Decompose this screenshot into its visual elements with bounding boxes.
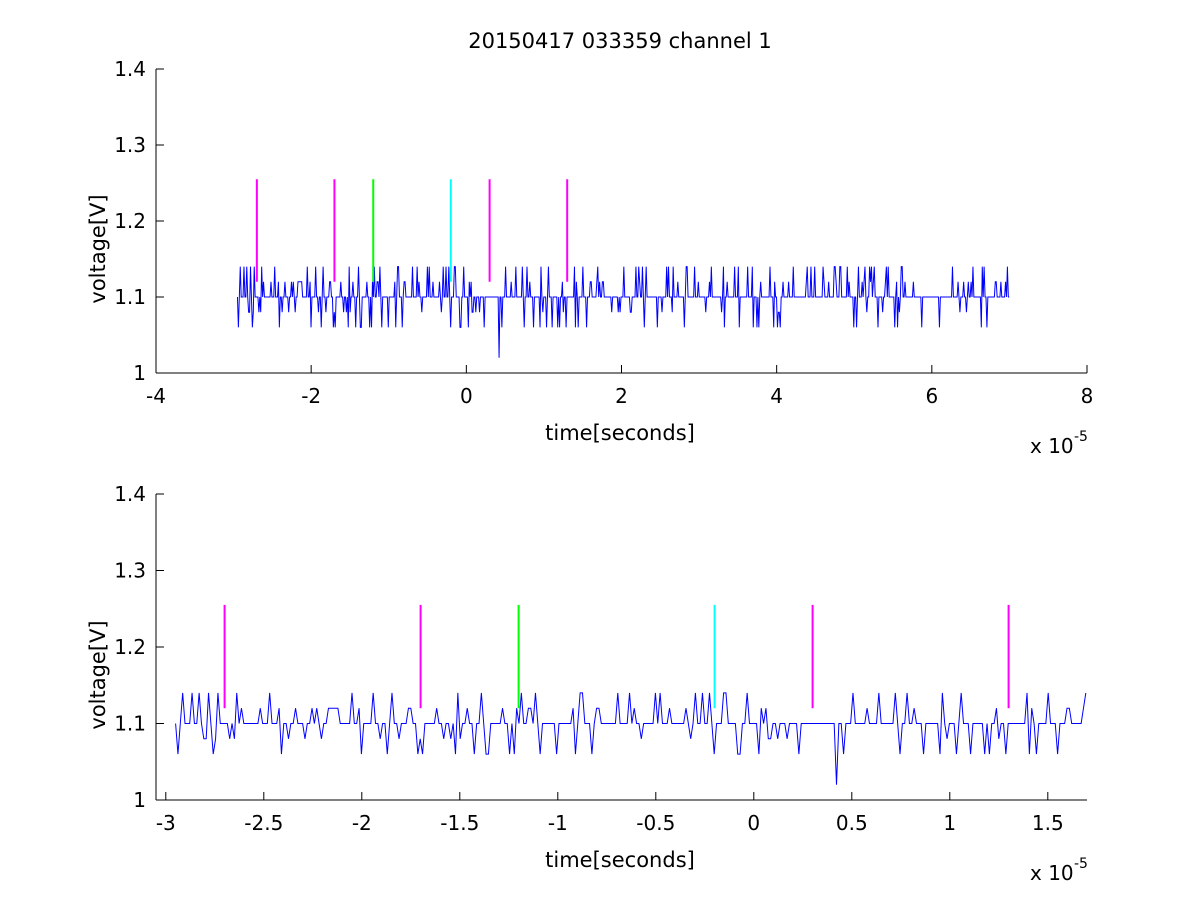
y-tick-label: 1.3 — [114, 133, 146, 157]
x-tick-label: -3 — [156, 811, 176, 835]
x-tick-label: 2 — [615, 384, 628, 408]
top-x-exponent-power: -5 — [1074, 429, 1088, 445]
top-x-axis-label: time[seconds] — [545, 421, 695, 445]
x-tick-label: -1.5 — [440, 811, 479, 835]
y-tick-label: 1.1 — [114, 712, 146, 736]
bottom-x-exponent-base: x 10 — [1030, 861, 1074, 885]
x-tick-label: -0.5 — [636, 811, 675, 835]
bottom-axes: -3 -2.5 -2 -1.5 -1 -0.5 0 0.5 1 1.5 1 1.1 1.2 1.3 1.4… — [86, 482, 1088, 885]
top-y-ticks: 1 1.1 1.2 1.3 1.4 — [114, 57, 164, 385]
bottom-y-axis-label: voltage[V] — [86, 620, 110, 729]
signal-trace — [236, 266, 1010, 358]
top-y-axis-label: voltage[V] — [86, 194, 110, 303]
x-tick-label: 1 — [943, 811, 956, 835]
y-tick-label: 1 — [133, 788, 146, 812]
y-tick-label: 1.2 — [114, 635, 146, 659]
x-tick-label: 4 — [770, 384, 783, 408]
x-tick-label: 0 — [460, 384, 473, 408]
bottom-x-ticks: -3 -2.5 -2 -1.5 -1 -0.5 0 0.5 1 1.5 — [156, 792, 1064, 835]
x-tick-label: 1.5 — [1032, 811, 1064, 835]
y-tick-label: 1.3 — [114, 559, 146, 583]
x-tick-label: 0.5 — [836, 811, 868, 835]
x-tick-label: 6 — [925, 384, 938, 408]
x-tick-label: 0 — [747, 811, 760, 835]
y-tick-label: 1.4 — [114, 57, 146, 81]
x-tick-label: 8 — [1081, 384, 1094, 408]
top-x-ticks: -4 -2 0 2 4 6 8 — [146, 365, 1093, 408]
x-tick-label: -1 — [548, 811, 568, 835]
chart-title: 20150417 033359 channel 1 — [468, 29, 772, 53]
y-tick-label: 1.1 — [114, 285, 146, 309]
x-tick-label: -2 — [301, 384, 321, 408]
x-tick-label: -4 — [146, 384, 166, 408]
bottom-y-ticks: 1 1.1 1.2 1.3 1.4 — [114, 482, 164, 812]
bottom-plot-area — [155, 494, 1087, 801]
bottom-x-axis-label: time[seconds] — [545, 848, 695, 872]
x-tick-label: -2.5 — [244, 811, 283, 835]
top-axes: -4 -2 0 2 4 6 8 1 1.1 1.2 1.3 1.4 time[seconds] vo… — [86, 57, 1093, 458]
bottom-x-exponent-power: -5 — [1074, 856, 1088, 872]
x-tick-label: -2 — [352, 811, 372, 835]
y-tick-label: 1 — [133, 361, 146, 385]
y-tick-label: 1.4 — [114, 482, 146, 506]
top-x-exponent-base: x 10 — [1030, 434, 1074, 458]
y-tick-label: 1.2 — [114, 209, 146, 233]
signal-trace — [175, 692, 1087, 785]
